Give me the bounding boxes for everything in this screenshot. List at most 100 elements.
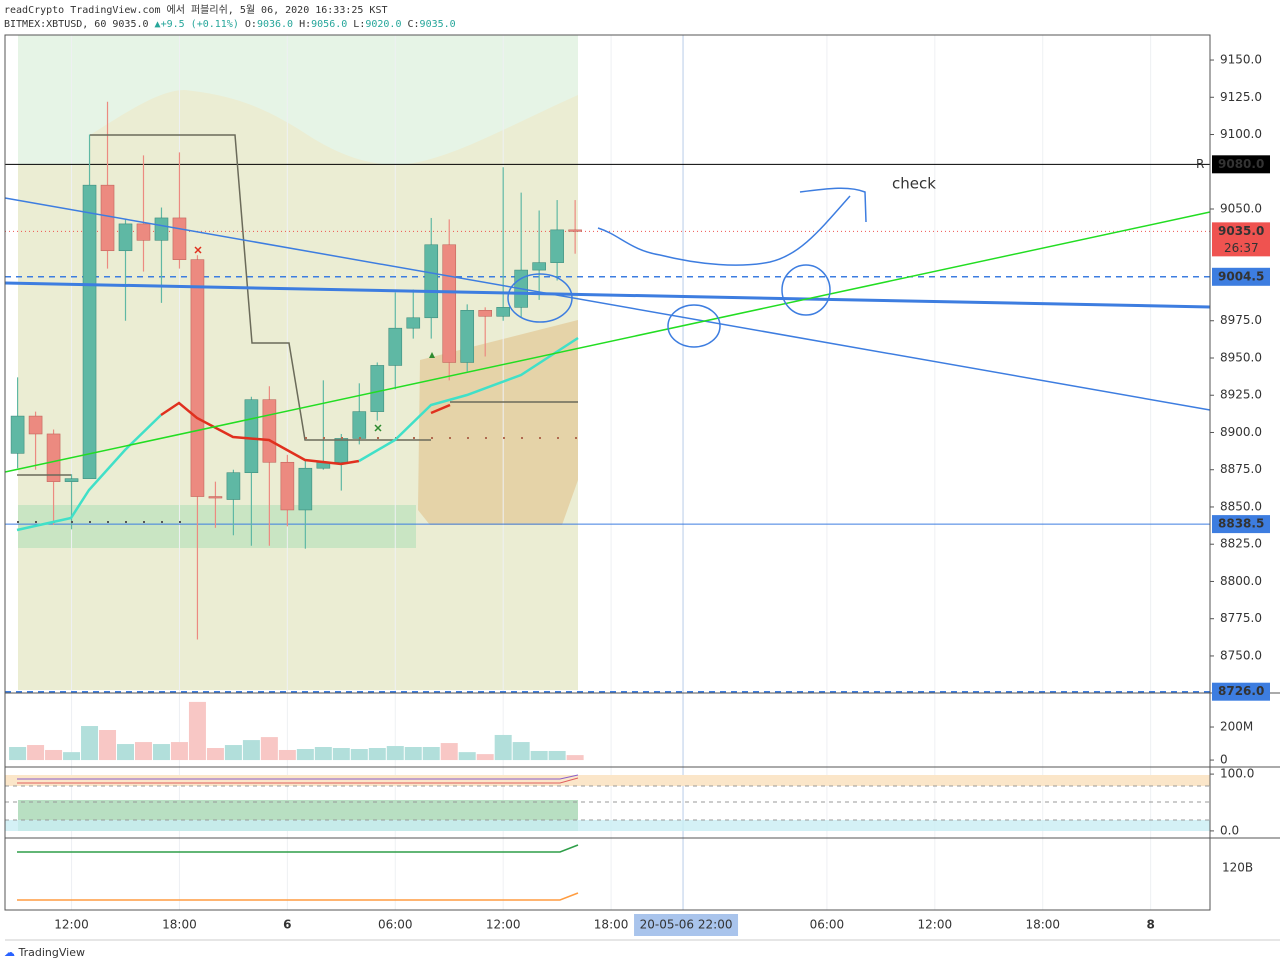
brand: TradingView (18, 946, 85, 959)
x-tick-label: 18:00 (1025, 918, 1060, 932)
border (4, 34, 1211, 911)
y-tick-label: 9100.0 (1220, 127, 1262, 141)
level-label: 9004.5 (1218, 269, 1264, 283)
circle (781, 264, 831, 316)
circle (507, 273, 573, 323)
body (244, 399, 259, 474)
body (370, 365, 385, 412)
x-tick-label: 06:00 (378, 918, 413, 932)
volume-bar (512, 742, 530, 761)
rsi-pane (5, 774, 1210, 831)
volume-bar (350, 748, 368, 761)
cloud (90, 90, 578, 165)
zones (18, 35, 578, 690)
body (100, 184, 115, 252)
y-tick-label: 8850.0 (1220, 499, 1262, 513)
volume-bar (422, 747, 440, 761)
volume-bar (386, 746, 404, 761)
volume-bar (404, 747, 422, 761)
line (17, 892, 579, 901)
body (298, 467, 313, 511)
volume-bar (206, 748, 224, 761)
volume-bar (63, 752, 81, 761)
body (262, 399, 277, 463)
body (64, 478, 79, 482)
volume-bar (134, 742, 152, 761)
countdown: 26:37 (1224, 241, 1259, 255)
marker: R (1196, 157, 1204, 171)
volume-bar (260, 737, 278, 761)
body (190, 259, 205, 497)
volume-bar (278, 749, 296, 761)
volume-bar (27, 745, 45, 761)
volume-bar (566, 755, 584, 761)
level-box (1212, 267, 1270, 286)
body (352, 411, 367, 439)
body (28, 415, 43, 435)
y-tick-label: 9150.0 (1220, 53, 1262, 67)
level-label: 9080.0 (1218, 157, 1264, 171)
body (568, 229, 582, 232)
volume-bar (314, 747, 332, 761)
ema (358, 336, 579, 463)
body (226, 472, 241, 500)
volume-bar (170, 742, 188, 761)
body (388, 327, 403, 366)
volume-bar (152, 744, 170, 761)
change: +9.5 (+0.11%) (160, 19, 239, 30)
last-label: 9035.0 (1218, 224, 1264, 238)
body (46, 433, 61, 482)
trendline (4, 211, 1211, 473)
band (5, 820, 1210, 831)
marker (374, 424, 382, 432)
body (154, 217, 169, 241)
level-label: 8838.5 (1218, 517, 1264, 531)
frame (4, 34, 1280, 941)
arrow: ▲ (154, 19, 161, 30)
x-tick-label: 12:00 (486, 918, 521, 932)
y-tick-label: 8925.0 (1220, 388, 1262, 402)
y-tick-label: 0.0 (1220, 823, 1239, 837)
marker (194, 246, 202, 254)
body (532, 262, 546, 271)
body (442, 244, 457, 363)
volume-bar (9, 747, 27, 761)
volume-bar (548, 750, 566, 761)
h: 9056.0 (311, 19, 348, 30)
body (334, 438, 349, 463)
x-tick-label: 18:00 (162, 918, 197, 932)
pane-label: 120B (1222, 861, 1253, 875)
body (136, 223, 151, 241)
y-tick-label: 8950.0 (1220, 350, 1262, 364)
volume-bar (368, 748, 386, 761)
sketch (597, 195, 851, 266)
volume-bar (458, 752, 476, 761)
body (460, 310, 475, 363)
level-box (1212, 682, 1270, 701)
volume-bar (188, 701, 206, 761)
y-tick-label: 100.0 (1220, 767, 1254, 781)
l: 9020.0 (365, 19, 402, 30)
y-tick-label: 9125.0 (1220, 90, 1262, 104)
last: 9035.0 (112, 19, 149, 30)
volume-bar (99, 730, 117, 761)
y-tick-label: 200M (1220, 720, 1253, 734)
volume-bar (530, 750, 548, 761)
level-label: 8726.0 (1218, 684, 1264, 698)
last-box (1212, 222, 1270, 257)
level-box (1212, 515, 1270, 534)
volume-bar (117, 744, 134, 761)
c-label: C: (407, 19, 420, 30)
symbol: BITMEX:XBTUSD, 60 (4, 19, 107, 30)
o-label: O: (244, 19, 257, 30)
publisher: readCrypto TradingView.com 에서 퍼블리쉬, 5월 0… (4, 5, 388, 16)
body (496, 307, 510, 317)
y-tick-label: 8875.0 (1220, 462, 1262, 476)
body (82, 184, 97, 479)
circle (667, 304, 721, 348)
band (5, 775, 1210, 786)
volume-bar (242, 740, 260, 761)
crosshair-label: 20-05-06 22:00 (640, 918, 733, 932)
